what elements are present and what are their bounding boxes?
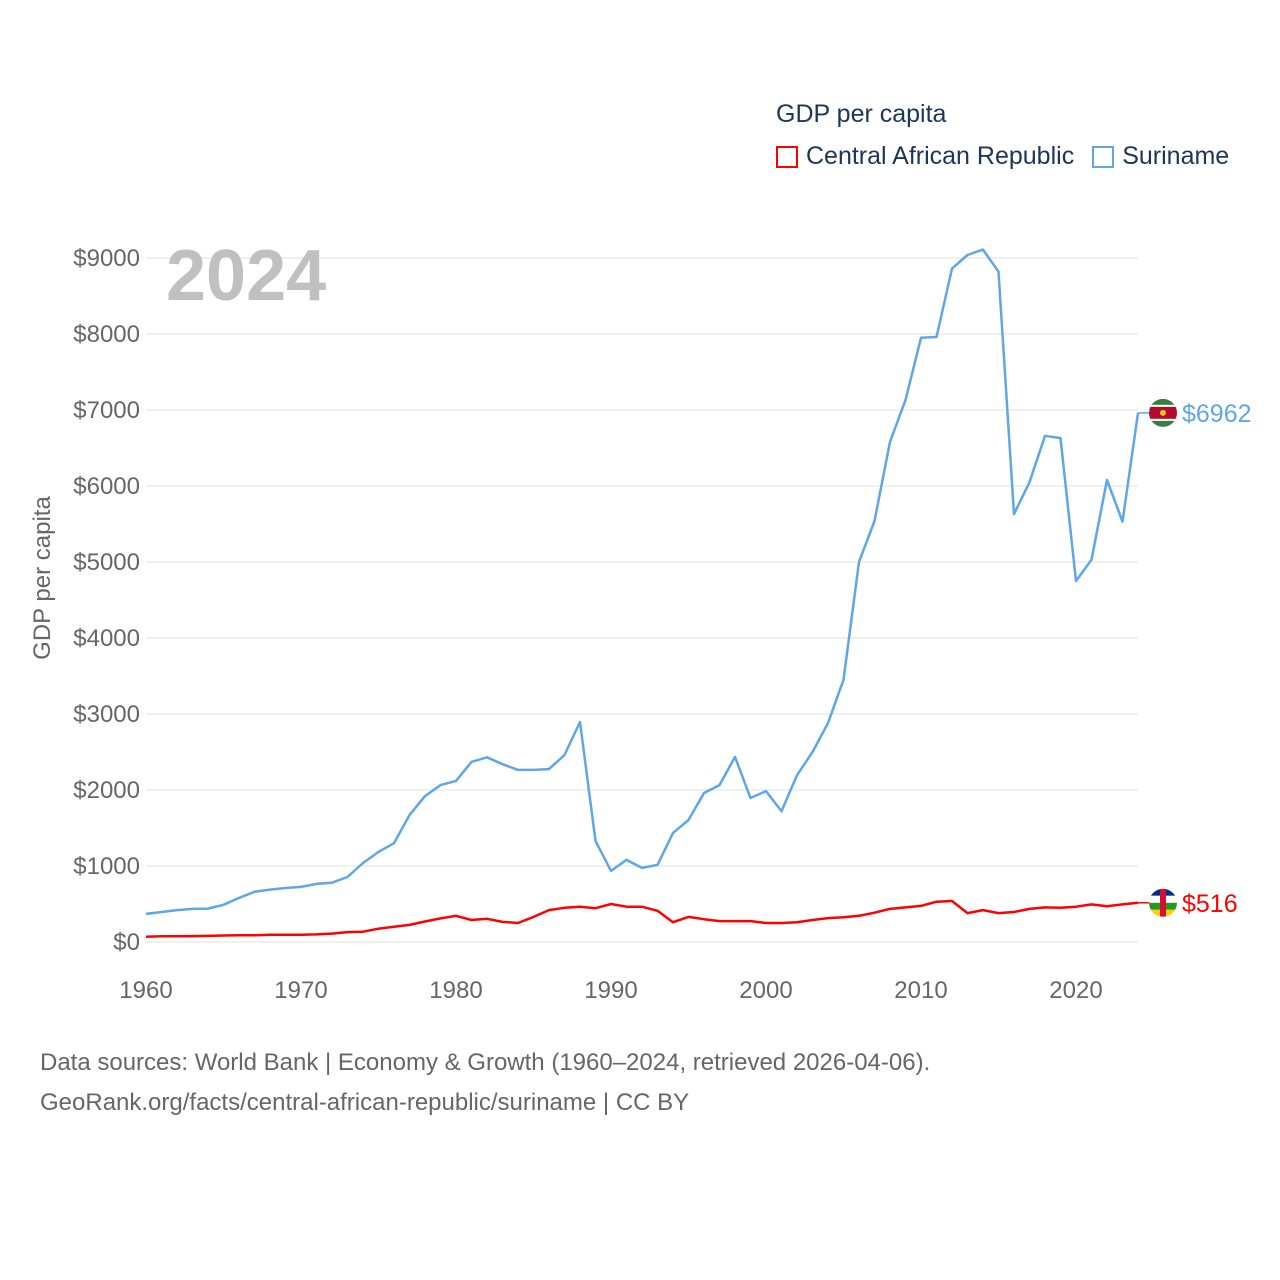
flag-stripe xyxy=(1160,888,1166,917)
y-tick-label: $7000 xyxy=(73,397,140,424)
end-value-label: $6962 xyxy=(1182,400,1252,428)
legend-swatch-suriname xyxy=(1092,145,1115,168)
x-tick-label: 1960 xyxy=(119,977,172,1004)
legend-swatch-car xyxy=(776,145,798,168)
year-watermark: 2024 xyxy=(166,236,326,316)
y-tick-label: $9000 xyxy=(73,245,140,272)
legend-label-car: Central African Republic xyxy=(806,142,1075,170)
flag-star xyxy=(1160,409,1166,416)
series-line-suriname xyxy=(145,248,1140,916)
series-line-car xyxy=(145,899,1139,938)
x-tick-label: 1970 xyxy=(274,977,327,1004)
flag-body xyxy=(1149,398,1177,427)
y-tick-label: $4000 xyxy=(73,625,140,652)
flag-stripe xyxy=(1149,418,1177,421)
y-tick-label: $8000 xyxy=(73,321,140,348)
source-line-1: Data sources: World Bank | Economy & Gro… xyxy=(40,1049,931,1076)
x-tick-label: 2000 xyxy=(739,977,792,1004)
legend-item-car[interactable]: Central African Republic xyxy=(776,142,1074,171)
flag-stripe xyxy=(1149,398,1177,405)
y-tick-label: $6000 xyxy=(73,473,140,500)
flag-stripe xyxy=(1149,420,1177,427)
y-tick-label: $0 xyxy=(113,929,140,956)
end-value-label: $516 xyxy=(1182,890,1238,918)
legend-title: GDP per capita xyxy=(776,100,947,128)
x-tick-label: 2010 xyxy=(894,977,947,1004)
x-tick-label: 2020 xyxy=(1049,977,1102,1004)
legend-item-suriname[interactable]: Suriname xyxy=(1092,142,1229,171)
y-tick-label: $1000 xyxy=(73,853,140,880)
y-tick-label: $2000 xyxy=(73,777,140,804)
y-tick-label: $3000 xyxy=(73,701,140,728)
y-axis-label: GDP per capita xyxy=(29,496,56,660)
legend: Central African Republic Suriname xyxy=(776,142,1247,171)
source-line-2: GeoRank.org/facts/central-african-republ… xyxy=(40,1089,690,1116)
x-tick-label: 1980 xyxy=(429,977,482,1004)
legend-label-suriname: Suriname xyxy=(1122,142,1230,170)
flag-stripe xyxy=(1149,404,1177,407)
source-note: Data sources: World Bank | Economy & Gro… xyxy=(40,1043,930,1123)
x-tick-label: 1990 xyxy=(584,977,637,1004)
car-flag-icon xyxy=(1149,888,1177,917)
flag-body xyxy=(1149,888,1177,917)
suriname-flag-icon xyxy=(1149,398,1177,427)
y-tick-label: $5000 xyxy=(73,549,140,576)
